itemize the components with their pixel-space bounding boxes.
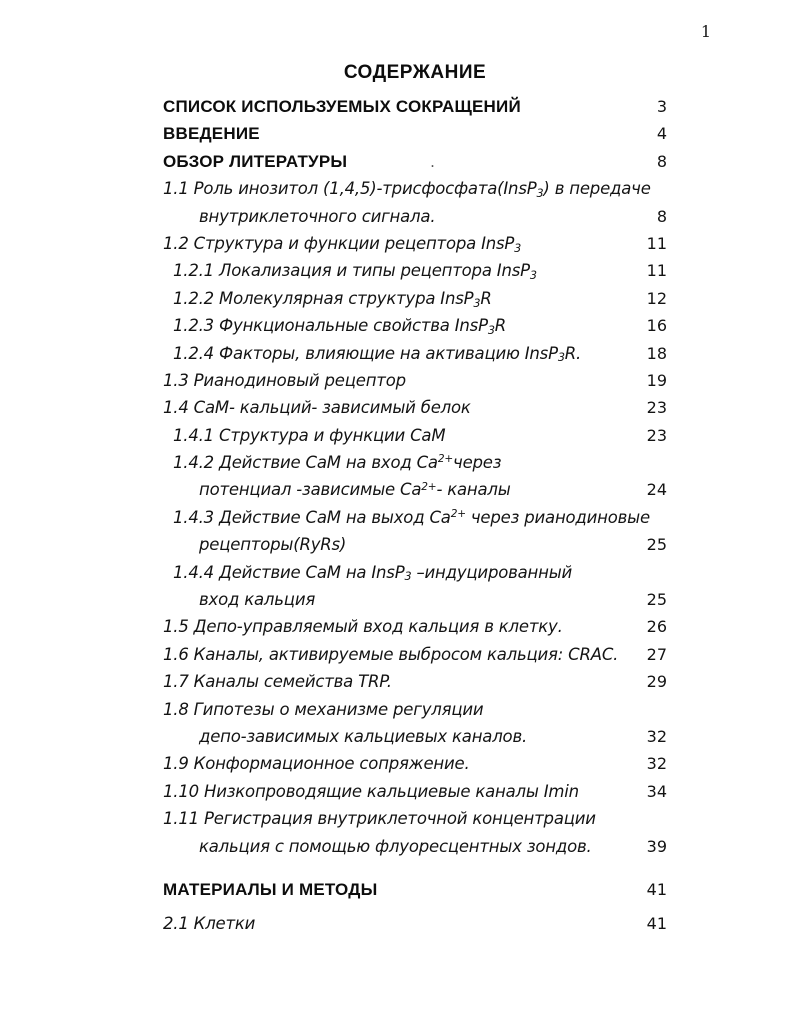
toc-row: 1.3 Рианодиновый рецептор 19 [163,371,667,398]
toc-page-number: 25 [646,590,667,610]
toc-row: 1.2.2 Молекулярная структура InsP3R 12 [163,289,667,316]
toc-page-number: 32 [646,726,667,746]
toc-row: 1.6 Каналы, активируемые выбросом кальци… [163,645,667,672]
toc-row: кальция с помощью флуоресцентных зондов.… [163,837,667,864]
page-number: 1 [700,22,711,41]
toc-entry-text: 1.6 Каналы, активируемые выбросом кальци… [163,644,619,664]
toc-page-number: 11 [646,233,667,253]
toc-page-number: 4 [656,124,667,144]
toc-entry-text: кальция с помощью флуоресцентных зондов. [199,836,592,856]
toc-entry-text: 1.1 Роль инозитол (1,4,5)-трисфосфата(In… [163,179,651,200]
toc-row: 1.4.3 Действие СаМ на выход Са2+ через р… [163,508,667,535]
toc-entry-text: внутриклеточного сигнала. [199,206,436,226]
toc-row: 1.2 Структура и функции рецептора InsP3 1… [163,234,667,261]
toc-page-number: 41 [646,879,667,899]
toc-page-number: 8 [656,206,667,226]
toc-entry-text: 1.2.1 Локализация и типы рецептора InsP3 [173,261,537,283]
toc-row: 1.10 Низкопроводящие кальциевые каналы I… [163,782,667,809]
toc-row: МАТЕРИАЛЫ И МЕТОДЫ 41 [163,880,667,907]
toc-title: СОДЕРЖАНИЕ [343,62,487,83]
toc-page-number: 12 [646,288,667,308]
toc-row: 1.2.4 Факторы, влияющие на активацию Ins… [163,344,667,371]
scan-artifact-dot: . [430,152,435,171]
toc-row: 1.11 Регистрация внутриклеточной концент… [163,809,667,836]
toc-page-number: 19 [646,370,667,390]
toc-entry-text: 1.2 Структура и функции рецептора InsP3 [163,233,522,255]
toc-entry-text: депо-зависимых кальциевых каналов. [199,726,528,746]
toc-page-number: 34 [646,781,667,801]
toc-page-number: 41 [646,914,667,934]
toc-entry-text: 1.5 Депо-управляемый вход кальция в клет… [163,617,563,637]
toc-page-number: 27 [646,644,667,664]
toc-entry-text: вход кальция [199,590,316,610]
toc-entry-text: МАТЕРИАЛЫ И МЕТОДЫ [163,879,378,899]
toc-page-number: 29 [646,672,667,692]
toc-entry-text: рецепторы(RyRs) [199,535,347,555]
toc-page-number: 24 [646,480,667,500]
toc-page-number: 26 [646,617,667,637]
toc-entry-text: 1.9 Конформационное сопряжение. [163,754,470,774]
toc-row: депо-зависимых кальциевых каналов. 32 [163,727,667,754]
toc-entry-text: 1.2.3 Функциональные свойства InsP3R [173,316,507,337]
toc-row: 1.5 Депо-управляемый вход кальция в клет… [163,617,667,644]
toc-entry-text: 1.4.3 Действие СаМ на выход Са2+ через р… [173,507,650,527]
toc-page-number: 25 [646,535,667,555]
toc-row: внутриклеточного сигнала. 8 [163,207,667,234]
toc-row: ОБЗОР ЛИТЕРАТУРЫ. 8 [163,152,667,179]
toc-entry-text: 1.4.2 Действие СаМ на вход Са2+через [173,453,502,473]
toc-row: вход кальция 25 [163,590,667,617]
toc-entry-text: ОБЗОР ЛИТЕРАТУРЫ [163,151,348,171]
toc-page-number: 3 [656,97,667,116]
toc-entry-text: ВВЕДЕНИЕ [163,124,260,144]
toc-row: 1.4.1 Структура и функции СаМ 23 [163,426,667,453]
toc-page-number: 39 [646,836,667,856]
toc-page-number: 32 [646,754,667,774]
toc-row: 1.8 Гипотезы о механизме регуляции [163,700,667,727]
toc-row: ВВЕДЕНИЕ 4 [163,124,667,151]
toc-rows-container: СПИСОК ИСПОЛЬЗУЕМЫХ СОКРАЩЕНИЙ 3 ВВЕДЕНИЕ 4… [163,97,667,942]
toc-page-number: 23 [646,425,667,445]
toc-entry-text: 1.2.2 Молекулярная структура InsP3R [173,288,492,310]
toc-page-number: 11 [646,261,667,281]
toc-row: 1.4.4 Действие СаМ на InsP3 –индуцирован… [163,563,667,590]
toc-row: 1.2.3 Функциональные свойства InsP3R 16 [163,316,667,343]
toc-entry-text: 1.8 Гипотезы о механизме регуляции [163,699,484,719]
toc-entry-text: 1.10 Низкопроводящие кальциевые каналы I… [163,781,579,801]
toc-entry-text: СПИСОК ИСПОЛЬЗУЕМЫХ СОКРАЩЕНИЙ [163,97,521,116]
toc-row: 1.1 Роль инозитол (1,4,5)-трисфосфата(In… [163,179,667,206]
table-of-contents: СОДЕРЖАНИЕ СПИСОК ИСПОЛЬЗУЕМЫХ СОКРАЩЕНИ… [163,62,667,942]
toc-page-number: 23 [646,398,667,418]
toc-entry-text: 2.1 Клетки [163,914,256,934]
toc-entry-text: 1.7 Каналы семейства TRP. [163,672,392,692]
toc-page-number: 18 [646,343,667,363]
toc-row: 1.2.1 Локализация и типы рецептора InsP3… [163,261,667,288]
toc-row: потенциал -зависимые Са2+- каналы 24 [163,480,667,507]
toc-entry-text: 1.11 Регистрация внутриклеточной концент… [163,809,596,829]
toc-row: СПИСОК ИСПОЛЬЗУЕМЫХ СОКРАЩЕНИЙ 3 [163,97,667,124]
toc-row: 1.4.2 Действие СаМ на вход Са2+через [163,453,667,480]
toc-entry-text: 1.2.4 Факторы, влияющие на активацию Ins… [173,343,582,365]
toc-entry-text: 1.3 Рианодиновый рецептор [163,370,406,390]
toc-row: 1.4 СаМ- кальций- зависимый белок 23 [163,398,667,425]
toc-page-number: 16 [646,316,667,336]
toc-row: 1.7 Каналы семейства TRP. 29 [163,672,667,699]
toc-row: 1.9 Конформационное сопряжение. 32 [163,754,667,781]
toc-page-number: 8 [656,151,667,171]
toc-row: 2.1 Клетки 41 [163,914,667,941]
toc-entry-text: потенциал -зависимые Са2+- каналы [199,480,511,500]
toc-entry-text: 1.4.4 Действие СаМ на InsP3 –индуцирован… [173,562,573,584]
toc-entry-text: 1.4.1 Структура и функции СаМ [173,425,446,445]
toc-entry-text: 1.4 СаМ- кальций- зависимый белок [163,398,471,418]
toc-row: рецепторы(RyRs) 25 [163,535,667,562]
